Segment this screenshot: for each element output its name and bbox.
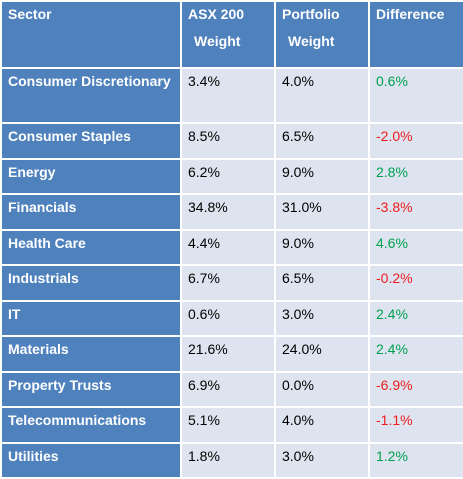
asx-weight-cell: 8.5% [180,122,276,160]
asx-weight-cell: 34.8% [180,193,276,231]
sector-cell: Property Trusts [0,370,182,408]
asx-weight-cell: 21.6% [180,335,276,373]
asx-weight-cell: 1.8% [180,441,276,479]
portfolio-weight-cell: 4.0% [274,406,370,444]
asx-weight-cell: 3.4% [180,67,276,124]
difference-cell: 2.4% [368,299,463,337]
portfolio-weight-cell: 3.0% [274,299,370,337]
difference-cell: 0.6% [368,67,463,124]
sector-cell: Financials [0,193,182,231]
table-row: Industrials 6.7% 6.5% -0.2% [0,264,463,302]
table-body: Consumer Discretionary 3.4% 4.0% 0.6% Consum… [0,67,463,479]
difference-cell: -6.9% [368,370,463,408]
sector-cell: Telecommunications [0,406,182,444]
difference-cell: -3.8% [368,193,463,231]
sector-cell: Energy [0,157,182,195]
portfolio-weight-cell: 0.0% [274,370,370,408]
table-row: Materials 21.6% 24.0% 2.4% [0,335,463,373]
header-row: Sector ASX 200 Weight Portfolio Weight D… [0,0,463,69]
sector-cell: Materials [0,335,182,373]
difference-cell: 2.4% [368,335,463,373]
difference-cell: -2.0% [368,122,463,160]
table-row: Telecommunications 5.1% 4.0% -1.1% [0,406,463,444]
asx-weight-cell: 6.9% [180,370,276,408]
difference-cell: 4.6% [368,228,463,266]
difference-cell: -1.1% [368,406,463,444]
table-row: Consumer Staples 8.5% 6.5% -2.0% [0,122,463,160]
table-row: Property Trusts 6.9% 0.0% -6.9% [0,370,463,408]
asx-weight-cell: 5.1% [180,406,276,444]
table-row: Energy 6.2% 9.0% 2.8% [0,157,463,195]
portfolio-weight-cell: 31.0% [274,193,370,231]
portfolio-weight-cell: 4.0% [274,67,370,124]
table-row: IT 0.6% 3.0% 2.4% [0,299,463,337]
portfolio-weight-cell: 24.0% [274,335,370,373]
sector-cell: Consumer Staples [0,122,182,160]
sector-cell: Industrials [0,264,182,302]
table-row: Consumer Discretionary 3.4% 4.0% 0.6% [0,67,463,124]
asx-weight-cell: 4.4% [180,228,276,266]
difference-cell: -0.2% [368,264,463,302]
sector-cell: IT [0,299,182,337]
asx-weight-cell: 6.7% [180,264,276,302]
sector-cell: Utilities [0,441,182,479]
portfolio-weight-cell: 3.0% [274,441,370,479]
difference-cell: 2.8% [368,157,463,195]
portfolio-weight-cell: 6.5% [274,122,370,160]
table-row: Financials 34.8% 31.0% -3.8% [0,193,463,231]
sector-cell: Consumer Discretionary [0,67,182,124]
asx-weight-cell: 0.6% [180,299,276,337]
header-asx-weight: ASX 200 Weight [180,0,276,69]
table-row: Health Care 4.4% 9.0% 4.6% [0,228,463,266]
portfolio-weight-cell: 9.0% [274,228,370,266]
portfolio-weight-cell: 6.5% [274,264,370,302]
table-row: Utilities 1.8% 3.0% 1.2% [0,441,463,479]
portfolio-weight-cell: 9.0% [274,157,370,195]
asx-weight-cell: 6.2% [180,157,276,195]
difference-cell: 1.2% [368,441,463,479]
header-portfolio-weight: Portfolio Weight [274,0,370,69]
header-sector: Sector [0,0,182,69]
sector-cell: Health Care [0,228,182,266]
header-difference: Difference [368,0,463,69]
